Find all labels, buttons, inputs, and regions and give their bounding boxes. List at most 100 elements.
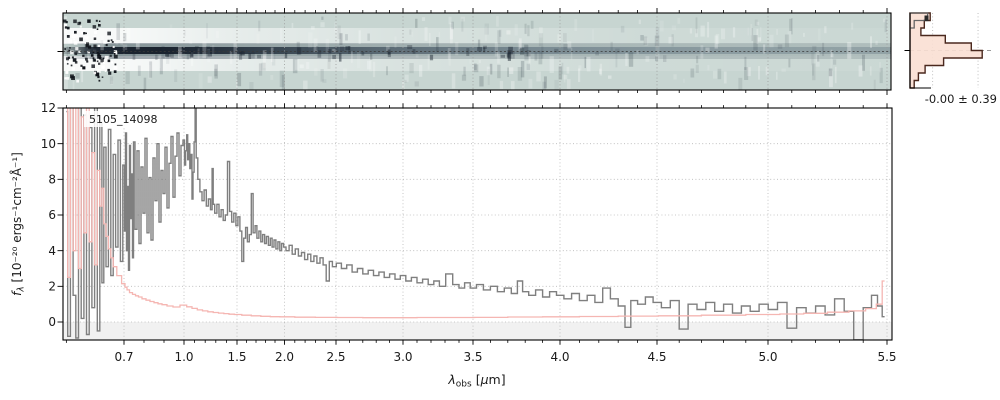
2d-trace-blob xyxy=(506,53,510,58)
2d-noise-pixel xyxy=(76,79,79,83)
2d-noise-streak xyxy=(655,27,660,39)
2d-noise-streak xyxy=(705,47,710,53)
2d-noise-streak xyxy=(541,46,544,59)
2d-noise-streak xyxy=(455,41,459,56)
2d-noise-pixel xyxy=(92,57,95,60)
x-label-unit-close: m] xyxy=(489,372,506,387)
2d-noise-streak xyxy=(256,33,260,44)
2d-noise-pixel xyxy=(74,52,78,56)
x-tick-label: 5.5 xyxy=(877,350,896,364)
2d-noise-streak xyxy=(756,21,760,26)
2d-noise-pixel xyxy=(71,56,74,59)
2d-trace-blob xyxy=(526,50,531,57)
2d-trace-band xyxy=(63,47,891,54)
2d-noise-pixel xyxy=(75,47,79,51)
2d-noise-streak xyxy=(451,21,454,30)
2d-noise-pixel xyxy=(66,77,70,80)
2d-noise-streak xyxy=(558,66,563,80)
2d-noise-pixel xyxy=(91,64,95,68)
2d-noise-streak xyxy=(578,65,582,71)
2d-noise-streak xyxy=(517,67,523,81)
2d-noise-pixel xyxy=(97,53,100,56)
2d-noise-streak xyxy=(879,67,883,84)
2d-noise-pixel xyxy=(71,67,76,71)
2d-noise-pixel xyxy=(86,60,89,63)
2d-noise-streak xyxy=(158,55,161,68)
2d-noise-streak xyxy=(811,52,814,66)
2d-noise-streak xyxy=(419,64,423,77)
2d-noise-streak xyxy=(100,40,104,47)
2d-noise-streak xyxy=(830,55,833,72)
2d-noise-streak xyxy=(879,62,881,73)
2d-noise-streak xyxy=(784,34,790,48)
2d-noise-streak xyxy=(414,81,419,87)
2d-noise-streak xyxy=(817,54,820,62)
x-tick-label: 1.5 xyxy=(227,350,246,364)
2d-noise-pixel xyxy=(111,41,114,43)
2d-noise-streak xyxy=(563,74,566,83)
2d-trace-blob xyxy=(132,51,136,60)
2d-noise-streak xyxy=(303,80,308,90)
2d-noise-streak xyxy=(497,30,501,44)
2d-noise-streak xyxy=(299,64,304,69)
2d-noise-pixel xyxy=(78,50,81,53)
2d-noise-streak xyxy=(421,17,426,21)
2d-noise-pixel xyxy=(113,54,118,59)
2d-noise-streak xyxy=(542,81,546,90)
2d-noise-streak xyxy=(760,27,762,41)
2d-noise-streak xyxy=(178,46,183,58)
2d-trace-blob xyxy=(361,52,365,56)
2d-noise-streak xyxy=(509,67,514,74)
2d-noise-streak xyxy=(356,51,361,69)
2d-noise-streak xyxy=(66,46,69,63)
2d-noise-streak xyxy=(447,48,451,60)
2d-noise-streak xyxy=(713,70,718,79)
2d-noise-streak xyxy=(610,41,613,53)
2d-noise-streak xyxy=(787,31,792,44)
2d-trace-blob xyxy=(508,46,513,55)
2d-noise-streak xyxy=(436,37,439,52)
2d-noise-streak xyxy=(478,60,481,64)
2d-noise-streak xyxy=(404,79,407,83)
2d-noise-streak xyxy=(746,67,751,77)
spectrum-2d-panel xyxy=(57,8,892,95)
2d-noise-pixel xyxy=(63,19,67,23)
2d-noise-streak xyxy=(763,44,766,54)
2d-noise-pixel xyxy=(98,62,101,65)
2d-noise-pixel xyxy=(98,23,101,25)
2d-trace-blob xyxy=(348,46,351,54)
2d-noise-streak xyxy=(638,19,641,25)
2d-noise-streak xyxy=(149,61,153,78)
2d-noise-streak xyxy=(463,66,466,76)
2d-trace-blob xyxy=(407,45,413,50)
2d-noise-pixel xyxy=(105,44,108,47)
y-tick-label: 4 xyxy=(48,244,56,258)
x-tick-label: 0.7 xyxy=(114,350,133,364)
2d-noise-streak xyxy=(873,79,876,90)
2d-noise-streak xyxy=(166,51,170,64)
2d-noise-streak xyxy=(510,53,513,58)
2d-noise-pixel xyxy=(104,70,107,72)
2d-noise-streak xyxy=(339,33,343,46)
2d-noise-streak xyxy=(644,37,649,46)
2d-trace-blob xyxy=(387,49,391,55)
2d-trace-blob xyxy=(370,53,373,60)
2d-trace-blob xyxy=(554,48,559,53)
2d-noise-streak xyxy=(449,22,453,40)
2d-noise-streak xyxy=(738,77,743,90)
2d-noise-streak xyxy=(207,76,212,83)
2d-noise-streak xyxy=(308,32,313,48)
2d-noise-streak xyxy=(328,51,331,62)
2d-noise-pixel xyxy=(113,66,118,70)
2d-noise-pixel xyxy=(64,60,68,64)
2d-noise-streak xyxy=(499,80,504,89)
2d-noise-streak xyxy=(409,29,412,35)
2d-noise-streak xyxy=(862,54,865,71)
2d-noise-streak xyxy=(668,36,673,44)
2d-noise-streak xyxy=(707,21,710,38)
2d-trace-blob xyxy=(483,45,487,49)
2d-noise-pixel xyxy=(113,53,116,55)
2d-noise-pixel xyxy=(75,35,79,38)
hist-gray-peak-tip xyxy=(924,15,929,21)
2d-noise-streak xyxy=(747,27,749,36)
